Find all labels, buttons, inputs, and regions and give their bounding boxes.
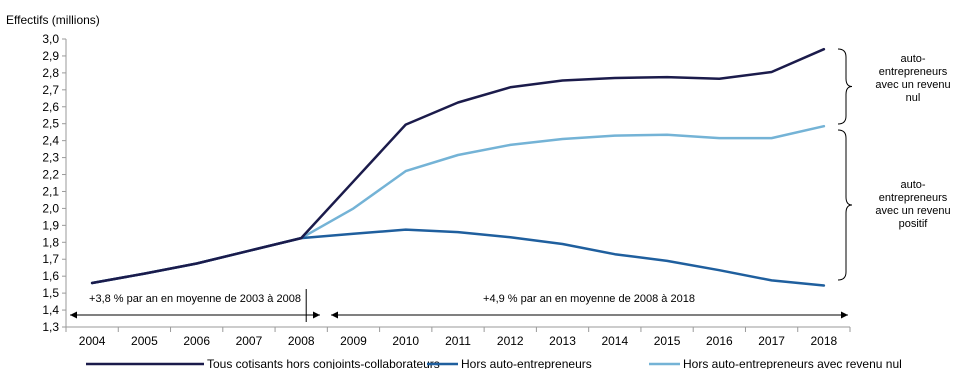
x-tick-label: 2014 [601,334,628,348]
brace-bottom [837,129,853,281]
y-tick-label: 2,1 [42,184,59,198]
arrow-left-head-right [313,311,320,319]
y-tick-label: 2,5 [42,117,59,131]
x-tick-label: 2011 [445,334,471,348]
brace-bottom-label: auto- [900,179,925,191]
growth-left-label: +3,8 % par an en moyenne de 2003 à 2008 [89,293,301,305]
y-tick-label: 2,6 [42,100,59,114]
legend: Tous cotisants hors conjoints-collaborat… [86,357,902,369]
brace-bottom-label: avec un revenu [875,205,950,217]
legend-label-1: Tous cotisants hors conjoints-collaborat… [207,357,440,369]
growth-right-label: +4,9 % par an en moyenne de 2008 à 2018 [483,293,695,305]
x-tick-label: 2017 [758,334,785,348]
series-line-1 [90,47,826,285]
y-tick-label: 1,9 [42,218,59,232]
x-tick-label: 2013 [549,334,576,348]
annotations: +3,8 % par an en moyenne de 2003 à 2008 +… [70,48,951,322]
y-tick-label: 1,3 [42,320,59,334]
brace-top-label: nul [906,92,921,104]
y-tick-label: 2,0 [42,201,59,215]
arrow-left-head-left [70,311,77,319]
axes: 3,0 2,9 2,8 2,7 2,6 2,5 2,4 2,3 2,2 2,1 2,0 1,9 1,8 1… [42,32,851,348]
x-tick-label: 2010 [392,334,419,348]
y-tick-label: 1,6 [42,269,59,283]
y-tick-label: 2,2 [42,168,59,182]
y-tick-label: 3,0 [42,32,59,46]
x-tick-label: 2007 [236,334,263,348]
y-tick-label: 2,8 [42,66,59,80]
series-line-2 [90,228,826,287]
brace-bottom-label: entrepreneurs [879,192,948,204]
x-tick-label: 2004 [79,334,106,348]
y-tick-label: 1,8 [42,235,59,249]
x-tick-label: 2015 [654,334,681,348]
y-tick-label: 2,7 [42,83,59,97]
x-tick-label: 2012 [497,334,524,348]
brace-top-label: auto- [900,53,925,65]
y-tick-label: 1,5 [42,286,59,300]
y-tick-label: 1,4 [42,303,59,317]
x-tick-label: 2009 [340,334,367,348]
y-tick-label: 1,7 [42,252,59,266]
x-tick-label: 2008 [288,334,315,348]
arrow-right-head-left [331,311,338,319]
brace-top-label: entrepreneurs [879,66,948,78]
brace-top-label: avec un revenu [875,79,950,91]
y-tick-label: 2,4 [42,134,59,148]
brace-top [837,48,853,125]
series-line-3 [90,124,826,285]
legend-label-3: Hors auto-entrepreneurs avec revenu nul [683,357,902,369]
series-lines [90,47,826,287]
x-tick-label: 2016 [706,334,733,348]
x-tick-label: 2005 [131,334,158,348]
legend-label-2: Hors auto-entrepreneurs [461,357,592,369]
y-tick-label: 2,3 [42,151,59,165]
y-axis-label: Effectifs (millions) [6,13,100,27]
brace-bottom-label: positif [899,218,929,230]
arrow-right-head-right [841,311,848,319]
y-tick-label: 2,9 [42,49,59,63]
x-tick-label: 2018 [811,334,838,348]
x-tick-label: 2006 [183,334,210,348]
